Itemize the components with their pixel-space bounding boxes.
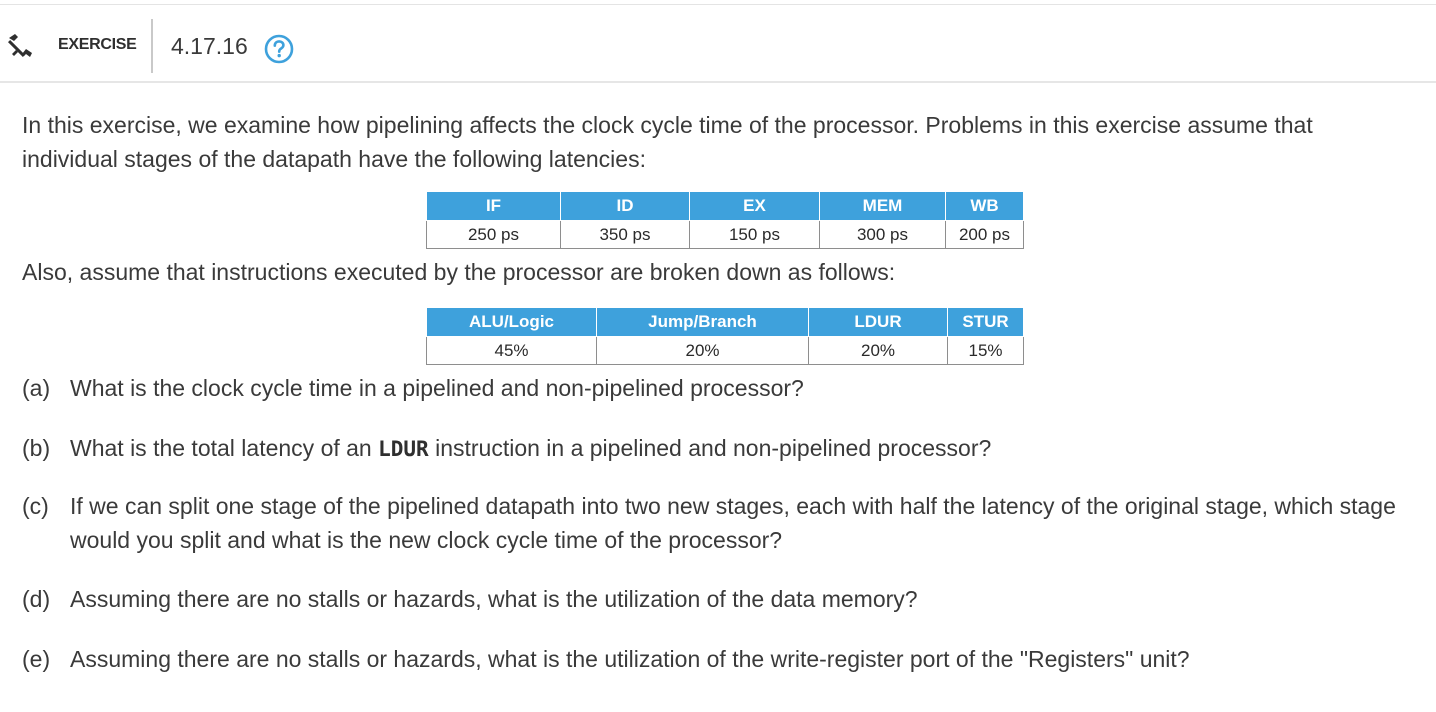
instruction-mix-paragraph: Also, assume that instructions executed … [22, 259, 896, 285]
table-cell: 250 ps [426, 220, 561, 249]
table-header-cell: ALU/Logic [426, 307, 597, 337]
question-text-before: What is the total latency of an [70, 435, 379, 461]
table-cell: 150 ps [689, 220, 820, 249]
table-cell: 200 ps [945, 220, 1024, 249]
table-cell: 45% [426, 336, 597, 365]
question-text-after: instruction in a pipelined and non-pipel… [428, 435, 992, 461]
exercise-number: 4.17.16 [171, 33, 248, 59]
question-label: (d) [22, 586, 51, 612]
ldur-code: LDUR [378, 437, 429, 461]
instruction-mix-table: ALU/Logic Jump/Branch LDUR STUR 45% 20% … [426, 307, 1024, 365]
table-cell: 20% [596, 336, 809, 365]
header-rule [0, 81, 1436, 83]
question-label: (e) [22, 646, 51, 672]
table-cell: 15% [947, 336, 1024, 365]
question-text: Assuming there are no stalls or hazards,… [70, 586, 918, 612]
header-divider [151, 19, 153, 73]
table-header-cell: WB [945, 191, 1024, 221]
table-header-row: IF ID EX MEM WB [426, 191, 1024, 221]
table-cell: 300 ps [819, 220, 946, 249]
question-text: What is the total latency of an LDUR ins… [70, 431, 1430, 466]
question-label: (b) [22, 435, 51, 461]
question-text: What is the clock cycle time in a pipeli… [70, 375, 804, 401]
table-header-cell: ID [560, 191, 690, 221]
tools-icon [8, 34, 32, 57]
table-header-cell: LDUR [808, 307, 948, 337]
table-header-cell: STUR [947, 307, 1024, 337]
table-cell: 350 ps [560, 220, 690, 249]
table-row: 250 ps 350 ps 150 ps 300 ps 200 ps [426, 220, 1024, 249]
table-header-cell: MEM [819, 191, 946, 221]
table-header-row: ALU/Logic Jump/Branch LDUR STUR [426, 307, 1024, 337]
help-icon[interactable] [264, 34, 294, 64]
question-text: Assuming there are no stalls or hazards,… [70, 646, 1190, 672]
exercise-header: EXERCISE 4.17.16 [0, 5, 1436, 81]
question-label: (a) [22, 375, 51, 401]
stage-latency-table: IF ID EX MEM WB 250 ps 350 ps 150 ps 300… [426, 191, 1024, 249]
table-cell: 20% [808, 336, 948, 365]
table-header-cell: EX [689, 191, 820, 221]
intro-paragraph: In this exercise, we examine how pipelin… [22, 112, 1313, 172]
question-label: (c) [22, 493, 49, 519]
table-row: 45% 20% 20% 15% [426, 336, 1024, 365]
table-header-cell: IF [426, 191, 561, 221]
exercise-label: EXERCISE [58, 36, 137, 53]
top-border [0, 4, 1436, 5]
table-header-cell: Jump/Branch [596, 307, 809, 337]
question-text: If we can split one stage of the pipelin… [70, 493, 1396, 553]
